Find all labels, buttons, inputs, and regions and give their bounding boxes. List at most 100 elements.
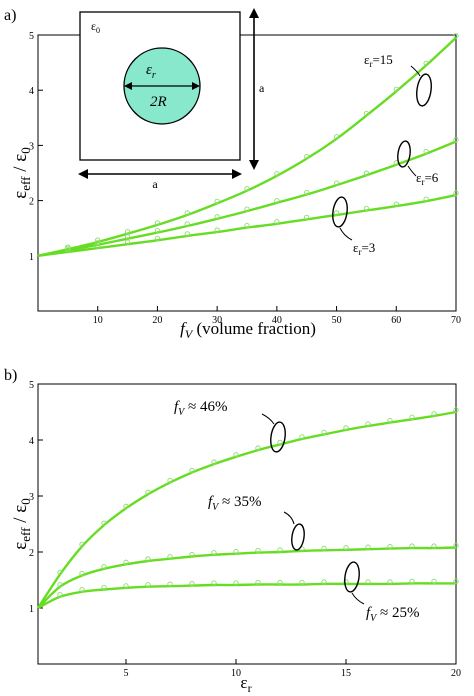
panel-a-data-point	[124, 239, 131, 245]
panel-b-data-point	[321, 545, 327, 551]
inset-eps0-label: ε0	[91, 19, 100, 35]
panel-a-ytick-label: 3	[29, 141, 34, 152]
panel-a-data-point	[453, 136, 459, 143]
panel-b-data-point	[101, 520, 107, 526]
panel-b-data-point	[57, 569, 63, 576]
panel-a-data-point	[65, 245, 71, 251]
panel-b-data-point	[277, 547, 283, 553]
panel-b-data-point	[255, 547, 261, 554]
panel-b-ylabel: εeff / ε0	[10, 498, 33, 549]
panel-b-data-point	[145, 556, 151, 562]
panel-b-data-point	[101, 564, 107, 570]
annotation-er6: εr=6	[397, 140, 439, 187]
panel-a-data-point	[333, 134, 340, 140]
panel-a-data-point	[393, 201, 399, 207]
panel-b-data-point	[365, 579, 371, 585]
annotation-ellipse	[291, 523, 305, 551]
panel-b-data-point	[321, 579, 327, 585]
panel-a-data-point	[244, 222, 250, 229]
panel-a-data-point	[154, 235, 161, 241]
panel-b-data-point	[409, 543, 415, 549]
panel-a-data-point	[214, 198, 220, 205]
panel-a-ylabel: εeff / ε0	[10, 147, 33, 198]
panel-b-data-point	[431, 543, 437, 549]
leader-line	[339, 227, 353, 241]
panel-b-data-point	[189, 467, 195, 474]
panel-a-xtick-label: 20	[152, 315, 162, 326]
panel-b-ytick-label: 1	[29, 604, 34, 615]
panel-a-data-point	[274, 198, 280, 204]
inset-diameter-label: 2R	[150, 94, 167, 110]
panel-b-data-point	[79, 541, 85, 548]
panel-a-data-point	[214, 227, 220, 233]
annotation-er3: εr=3	[332, 196, 375, 257]
panel-a-xtick-label: 60	[391, 315, 401, 326]
panel-b-data-point	[453, 407, 459, 413]
panel-b-xlabel: εr	[240, 673, 251, 695]
panel-a-data-point	[333, 210, 340, 216]
annotation-ellipse	[344, 561, 360, 593]
panel-b-data-point	[233, 580, 239, 586]
annotation-er6-text: εr=6	[416, 170, 439, 187]
panel-b-data-point	[123, 559, 129, 565]
leader-line	[351, 592, 365, 605]
panel-b-data-point	[409, 414, 415, 420]
panel-b-data-point	[255, 445, 261, 451]
panel-b-data-point	[387, 417, 393, 424]
panel-b-data-point	[387, 543, 393, 550]
panel-b-xtick-label: 20	[451, 668, 461, 679]
panel-a-frame	[37, 34, 457, 312]
panel-b-label: b)	[4, 367, 17, 384]
panel-a-ytick-label: 1	[29, 252, 34, 263]
panel-b-data-point	[101, 584, 107, 591]
annotation-ellipse	[270, 421, 286, 453]
annotation-er15: εr=15	[364, 52, 432, 107]
panel-a-data-point	[244, 206, 250, 212]
panel-b-data-point	[299, 434, 305, 440]
annotation-f46-text: fV ≈ 46%	[174, 399, 228, 418]
panel-a-data-point	[423, 149, 429, 155]
panel-b-data-point	[123, 503, 129, 509]
panel-a-data-point	[65, 247, 71, 253]
panel-b-ytick-label: 5	[29, 380, 34, 391]
annotation-f35: fV ≈ 35%	[208, 494, 305, 551]
panel-a-data-point	[244, 186, 250, 192]
panel-a-data-point	[124, 229, 131, 235]
panel-a-data-point	[363, 110, 370, 117]
panel-a-xtick-label: 10	[93, 315, 103, 326]
annotation-ellipse	[416, 73, 432, 107]
panel-a-data-point	[304, 214, 310, 221]
annotation-f25-text: fV ≈ 25%	[366, 605, 420, 624]
panel-a-series	[37, 33, 459, 257]
panel-a-ytick-label: 2	[29, 197, 34, 208]
annotation-f46: fV ≈ 46%	[174, 399, 286, 453]
panel-b-data-point	[387, 579, 393, 585]
panel-b-data-point	[299, 579, 305, 586]
annotation-ellipse	[332, 196, 348, 228]
panel-b-series-line-0	[36, 410, 457, 609]
panel-b-data-point	[211, 580, 217, 586]
panel-b-data-point	[79, 570, 85, 577]
panel-b-data-point	[277, 579, 283, 586]
panel-b-data-point	[167, 477, 173, 484]
panel-b-data-point	[277, 439, 283, 446]
leader-line	[410, 65, 421, 77]
panel-b-data-point	[365, 544, 371, 550]
panel-a-ytick-label: 5	[29, 31, 34, 42]
panel-b-data-point	[321, 429, 327, 436]
panel-b-data-point	[79, 587, 85, 593]
panel-a-series-line-2	[37, 193, 457, 257]
panel-a-xtick-label: 30	[212, 315, 222, 326]
panel-b-data-point	[365, 421, 371, 427]
panel-b-ticks: 5 10 15 20 1 2 3 4 5	[29, 380, 461, 679]
panel-a-xtick-label: 50	[332, 315, 342, 326]
panel-b-ytick-label: 3	[29, 492, 34, 503]
panel-b-series-line-1	[37, 546, 457, 609]
panel-b-xtick-label: 10	[231, 668, 241, 679]
panel-b-data-point	[189, 580, 195, 587]
panel-a-data-point	[124, 234, 131, 240]
leader-line	[283, 511, 295, 525]
panel-b-frame	[37, 383, 457, 665]
panel-a-data-point	[333, 180, 340, 186]
